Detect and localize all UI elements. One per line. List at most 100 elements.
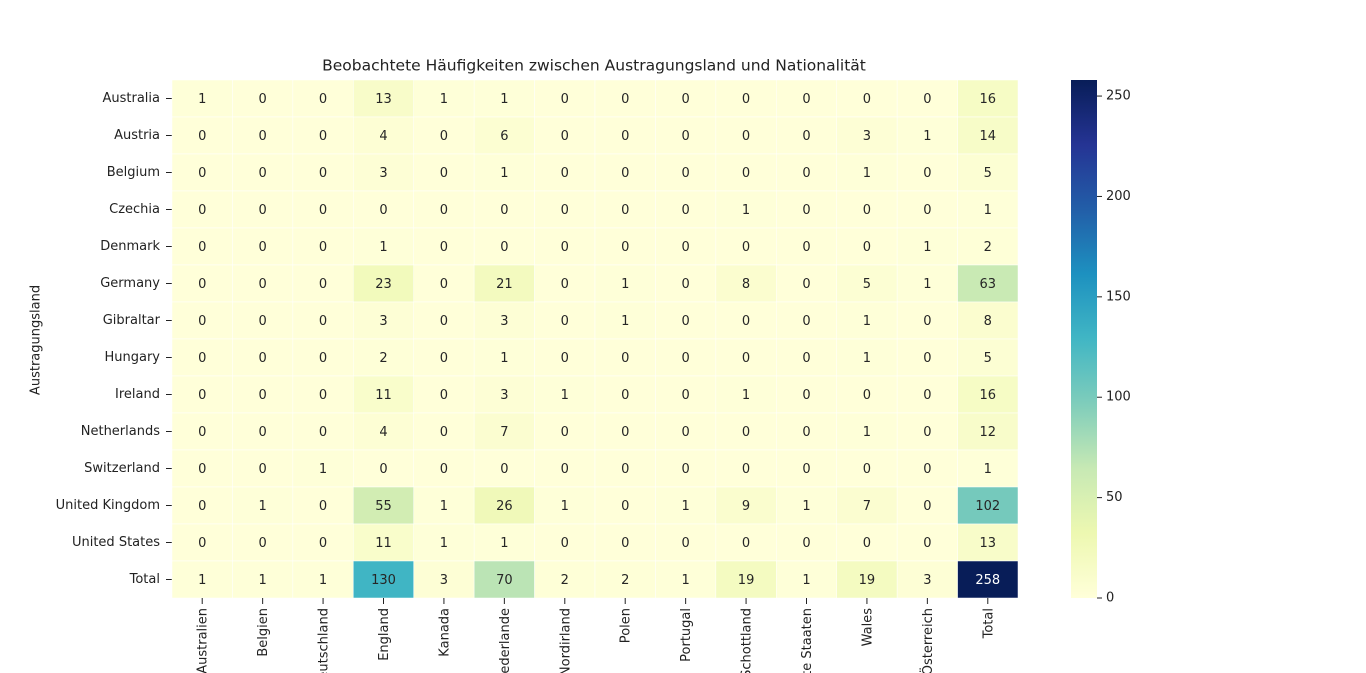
cell-label: 0 [319,499,327,514]
cell-label: 0 [198,536,206,551]
cell-label: 0 [802,240,810,255]
heatmap-cell [353,412,414,451]
heatmap-cell [715,449,777,488]
cell-label: 0 [802,314,810,329]
x-tick-label: Polen [619,608,634,643]
cell-label: 23 [375,277,392,292]
cell-label: 0 [863,92,871,107]
cell-label: 1 [923,240,931,255]
heatmap-cell [715,523,777,562]
x-tick-label: Total [981,608,996,639]
cell-label: 0 [923,92,931,107]
cell-label: 0 [682,277,690,292]
cell-label: 258 [975,573,1000,588]
heatmap-cell [957,301,1019,340]
cell-label: 0 [742,462,750,477]
heatmap-cell [655,79,717,118]
cell-label: 4 [379,129,387,144]
cell-label: 2 [621,573,629,588]
heatmap-cell [776,190,837,229]
heatmap-cell [776,375,837,414]
x-tick-label: Wales [860,608,875,647]
cell-label: 0 [259,240,267,255]
heatmap-cell [413,338,475,377]
colorbar-tick-label: 200 [1106,189,1131,204]
cell-label: 0 [440,166,448,181]
cell-label: 1 [742,203,750,218]
heatmap-cell [655,301,717,340]
heatmap-cell [473,79,535,118]
heatmap-cell [655,190,717,229]
cell-label: 0 [802,425,810,440]
cell-label: 11 [375,536,392,551]
cell-label: 0 [259,166,267,181]
heatmap-cell [534,338,596,377]
cell-label: 0 [621,166,629,181]
y-tick-label: Germany [100,276,160,291]
cell-label: 0 [500,203,508,218]
heatmap-cell [594,412,656,451]
cell-label: 16 [980,92,997,107]
heatmap-cell [655,338,717,377]
cell-label: 1 [863,314,871,329]
cell-label: 0 [682,203,690,218]
cell-label: 0 [802,129,810,144]
heatmap-cell [292,375,354,414]
heatmap-cell [715,560,777,599]
cell-label: 4 [379,425,387,440]
cell-label: 2 [561,573,569,588]
cell-label: 1 [440,536,448,551]
heatmap-cell [715,375,777,414]
cell-label: 55 [375,499,392,514]
cell-label: 0 [259,92,267,107]
heatmap-cell [232,79,294,118]
heatmap-cell [836,523,898,562]
heatmap-cell [473,116,535,155]
cell-label: 0 [802,203,810,218]
y-tick-label: Hungary [104,350,160,365]
heatmap-cell [413,375,475,414]
heatmap-cell [353,301,414,340]
x-tick-label: Deutschland [317,608,332,673]
cell-label: 0 [682,425,690,440]
cell-label: 0 [198,314,206,329]
cell-label: 0 [621,462,629,477]
heatmap-cell [957,412,1019,451]
heatmap-cell [534,116,596,155]
cell-label: 0 [319,240,327,255]
x-tick-label: Kanada [437,608,452,657]
cell-label: 3 [500,314,508,329]
heatmap-cell [534,227,596,266]
cell-label: 0 [379,462,387,477]
cell-label: 13 [980,536,997,551]
heatmap-cell [655,412,717,451]
heatmap-cell [957,264,1019,303]
heatmap-cell [776,560,837,599]
cell-label: 5 [863,277,871,292]
cell-label: 1 [440,499,448,514]
heatmap-cell [353,375,414,414]
cell-label: 0 [198,166,206,181]
cell-label: 0 [198,351,206,366]
cell-label: 0 [682,314,690,329]
colorbar [1071,80,1097,598]
cell-label: 1 [259,573,267,588]
heatmap-cell [776,412,837,451]
y-tick-label: United States [72,535,160,550]
cell-label: 8 [984,314,992,329]
x-tick-label: Nordirland [558,608,573,673]
cell-label: 0 [742,92,750,107]
heatmap-cell [413,264,475,303]
cell-label: 5 [984,166,992,181]
heatmap-cell [776,486,837,525]
heatmap-cell [292,338,354,377]
x-tick-label: Portugal [679,608,694,662]
y-tick-label: Switzerland [84,461,160,476]
heatmap-cell [473,523,535,562]
cell-label: 1 [984,462,992,477]
cell-label: 0 [923,203,931,218]
heatmap-cell [836,116,898,155]
heatmap-cell [594,375,656,414]
heatmap-cell [836,449,898,488]
cell-label: 0 [259,203,267,218]
